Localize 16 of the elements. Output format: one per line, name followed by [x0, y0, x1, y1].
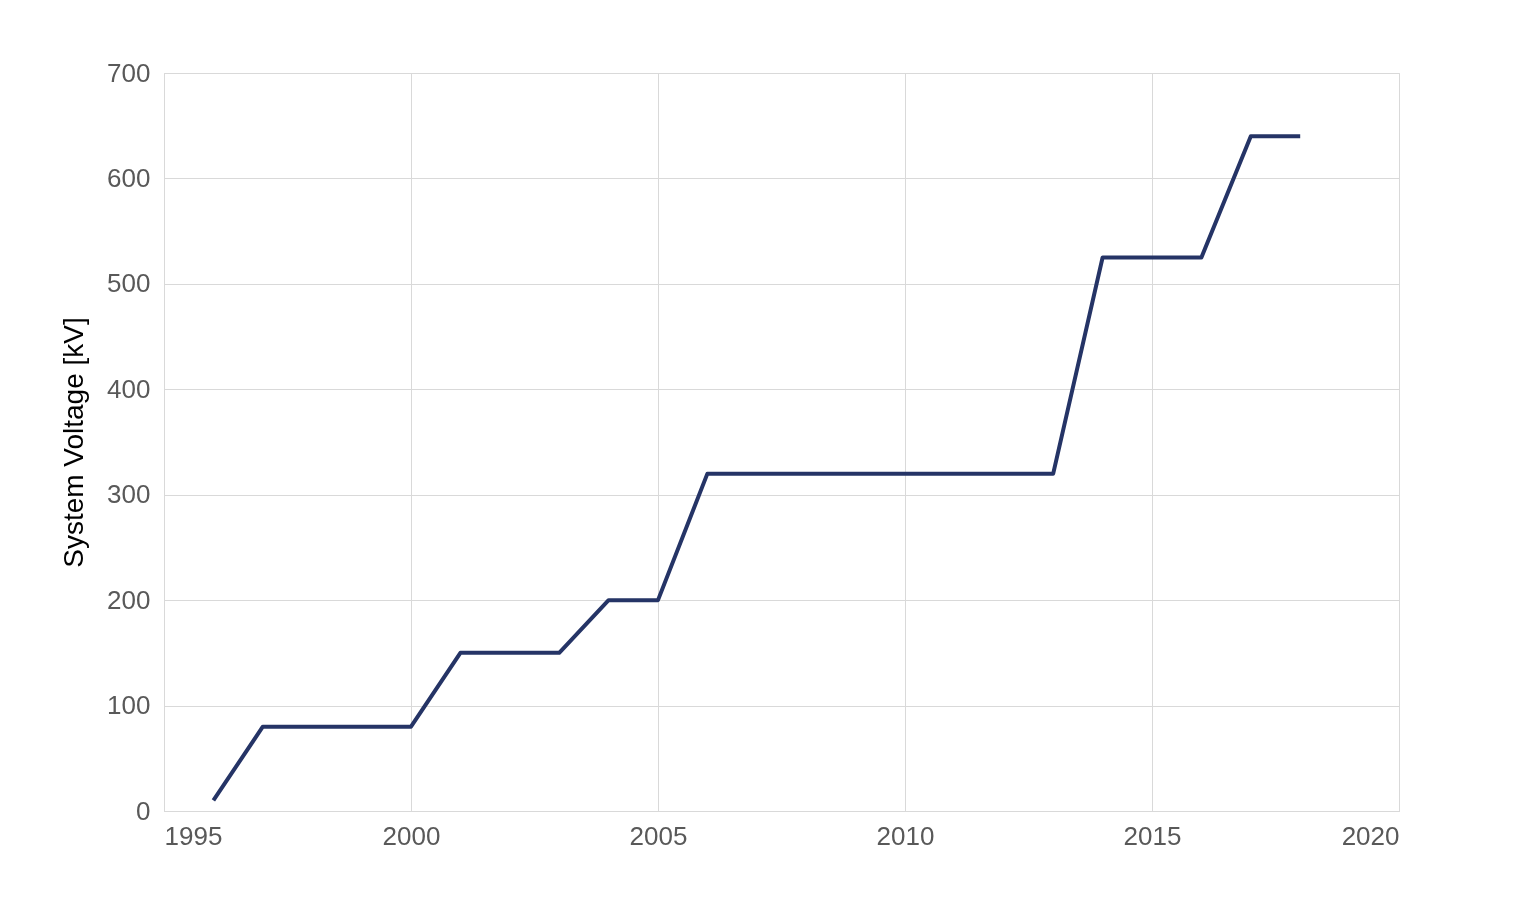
line-series — [211, 134, 1303, 803]
x-tick-label: 2015 — [1123, 820, 1182, 851]
x-tick-label: 2010 — [876, 820, 935, 851]
x-tick-label: 2020 — [1341, 820, 1400, 851]
y-axis-title: System Voltage [kV] — [58, 317, 90, 568]
x-tick-label: 2005 — [629, 820, 688, 851]
y-tick-label: 0 — [136, 795, 151, 826]
y-tick-label: 200 — [107, 584, 151, 615]
x-tick-label: 1995 — [164, 820, 223, 851]
y-tick-label: 100 — [107, 690, 151, 721]
x-tick-label: 2000 — [382, 820, 441, 851]
y-tick-label: 600 — [107, 162, 151, 193]
y-tick-label: 500 — [107, 268, 151, 299]
y-tick-label: 300 — [107, 479, 151, 510]
y-tick-label: 400 — [107, 373, 151, 404]
y-tick-label: 700 — [107, 57, 151, 88]
